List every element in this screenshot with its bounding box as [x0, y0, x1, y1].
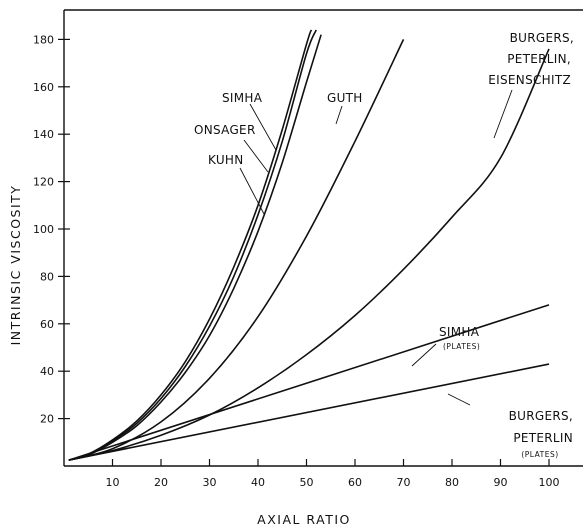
- label-eisenschitz: EISENSCHITZ: [488, 73, 571, 87]
- curve-onsager: [68, 29, 317, 461]
- x-tick-label: 100: [539, 476, 560, 489]
- curve-simha: [68, 29, 313, 461]
- label-simha: SIMHA: [222, 91, 263, 105]
- y-tick-label: 100: [33, 223, 54, 236]
- x-tick-label: 70: [397, 476, 411, 489]
- y-tick-label: 120: [33, 176, 54, 189]
- label-guth: GUTH: [327, 91, 363, 105]
- x-tick-label: 20: [154, 476, 168, 489]
- x-tick-label: 60: [348, 476, 362, 489]
- leader-simha-plates: [411, 343, 437, 367]
- y-tick-label: 20: [40, 413, 54, 426]
- label-kuhn: KUHN: [208, 153, 244, 167]
- leader-guth: [335, 105, 343, 125]
- curve-guth: [68, 39, 405, 461]
- leader-onsager: [243, 139, 269, 173]
- label-simha-plates-sub: (PLATES): [443, 342, 480, 351]
- x-tick-label: 40: [251, 476, 265, 489]
- y-tick-label: 40: [40, 365, 54, 378]
- curves: [68, 29, 550, 461]
- curve-kuhn: [68, 34, 322, 461]
- x-tick-label: 30: [203, 476, 217, 489]
- x-tick-label: 10: [106, 476, 120, 489]
- y-tick-label: 180: [33, 33, 54, 46]
- leader-kuhn: [239, 167, 265, 215]
- curve-burgers-peterlin-plates: [68, 363, 550, 461]
- axis-ticks: 10 20 30 40 50 60 70 80 90 100 20 40 60 80 100 120 140 16…: [33, 33, 560, 489]
- label-leaders: [239, 89, 513, 406]
- label-burgers-plates-sub: (PLATES): [521, 450, 558, 459]
- x-axis-title: AXIAL RATIO: [257, 512, 351, 527]
- curve-burgers-peterlin-eisenschitz: [68, 48, 550, 461]
- y-tick-label: 160: [33, 81, 54, 94]
- label-burgers-2: BURGERS,: [509, 409, 573, 423]
- label-simha-plates: SIMHA: [439, 325, 480, 339]
- label-burgers-1: BURGERS,: [510, 31, 574, 45]
- x-tick-label: 80: [445, 476, 459, 489]
- x-tick-label: 90: [494, 476, 508, 489]
- y-tick-label: 80: [40, 270, 54, 283]
- y-axis-title: INTRINSIC VISCOSITY: [8, 185, 23, 346]
- label-onsager: ONSAGER: [194, 123, 256, 137]
- leader-burgers: [493, 89, 513, 139]
- leader-burgers-plates: [447, 393, 471, 406]
- leader-simha: [249, 103, 277, 151]
- curve-simha-plates: [68, 304, 550, 461]
- x-tick-label: 50: [300, 476, 314, 489]
- y-tick-label: 60: [40, 318, 54, 331]
- label-peterlin-2: PETERLIN: [513, 431, 573, 445]
- y-tick-label: 140: [33, 128, 54, 141]
- label-peterlin-1: PETERLIN,: [507, 52, 571, 66]
